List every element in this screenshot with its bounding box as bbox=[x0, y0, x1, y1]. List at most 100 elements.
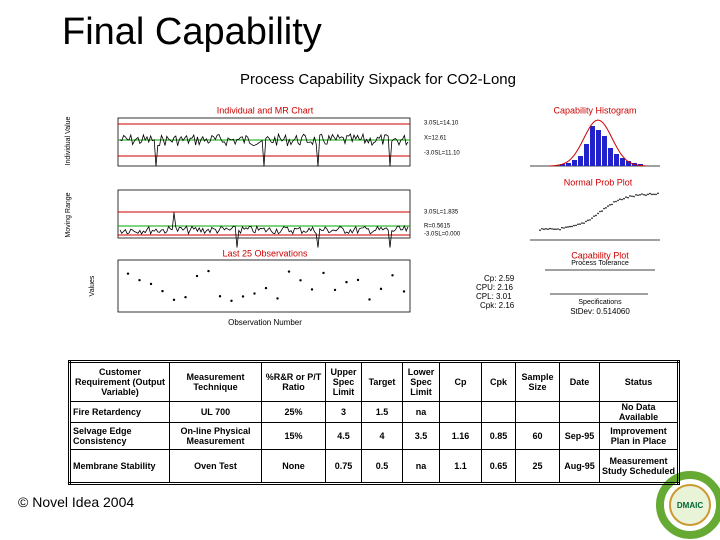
axis-label: Observation Number bbox=[228, 318, 302, 327]
hist-bar bbox=[602, 136, 607, 166]
obs-point bbox=[287, 270, 291, 273]
prob-point bbox=[557, 228, 559, 230]
hist-bar bbox=[560, 164, 565, 166]
cap-label: Process Tolerance bbox=[571, 260, 629, 267]
prob-point bbox=[615, 200, 617, 203]
hist-bar bbox=[614, 154, 619, 166]
stat: Cp: 2.59 bbox=[484, 274, 515, 283]
hist-bar bbox=[578, 156, 583, 166]
cap-label: StDev: 0.514060 bbox=[570, 307, 630, 316]
table-cell: 0.75 bbox=[325, 449, 362, 484]
table-cell: UL 700 bbox=[169, 401, 262, 423]
table-cell: 0.85 bbox=[481, 422, 516, 450]
prob-point bbox=[541, 227, 543, 230]
prob-point bbox=[617, 199, 619, 202]
obs-point bbox=[195, 274, 199, 278]
frame bbox=[117, 117, 411, 167]
prob-point bbox=[621, 198, 623, 201]
prob-point bbox=[601, 210, 603, 212]
obs-point bbox=[310, 288, 314, 291]
hist-curve bbox=[549, 119, 647, 167]
prob-point bbox=[655, 193, 657, 196]
prob-point bbox=[645, 194, 647, 197]
table-cell: Oven Test bbox=[169, 449, 262, 484]
prob-point bbox=[545, 228, 547, 230]
frame bbox=[117, 259, 411, 313]
table-cell: 1.1 bbox=[439, 449, 482, 484]
header-cell: Cp bbox=[439, 361, 482, 402]
footer: © Novel Idea 2004 bbox=[18, 494, 135, 510]
prob-point bbox=[641, 193, 643, 195]
prob-point bbox=[611, 203, 613, 206]
table-cell: 1.5 bbox=[361, 401, 403, 423]
table-cell: 25% bbox=[261, 401, 326, 423]
prob-point bbox=[575, 224, 577, 227]
control-lines bbox=[118, 123, 410, 236]
table-cell bbox=[515, 401, 560, 423]
table-cell: 0.65 bbox=[481, 449, 516, 484]
prob-point bbox=[651, 193, 653, 196]
prob-point bbox=[635, 194, 637, 196]
prob-point bbox=[551, 228, 553, 230]
obs-point bbox=[322, 271, 325, 275]
table-cell: Improvement Plan in Place bbox=[599, 422, 679, 450]
table-cell bbox=[559, 401, 600, 423]
table-cell: 15% bbox=[261, 422, 326, 450]
obs-point bbox=[276, 297, 279, 300]
obs-point bbox=[264, 286, 268, 290]
table-row: Fire Retardency UL 700 25% 3 1.5 na No Data Av… bbox=[69, 401, 679, 423]
table-cell: None bbox=[261, 449, 326, 484]
panel-title: Normal Prob Plot bbox=[564, 177, 633, 187]
table-cell: No Data Available bbox=[599, 401, 679, 423]
prob-point bbox=[633, 195, 635, 198]
prob-point bbox=[639, 194, 641, 196]
control-label: -3.0SL=11.10 bbox=[424, 151, 460, 157]
table-cell: 3.5 bbox=[402, 422, 440, 450]
hist-bar bbox=[584, 144, 589, 166]
table-cell: 4 bbox=[361, 422, 403, 450]
panel-title: Last 25 Observations bbox=[222, 248, 308, 258]
cap-plot bbox=[545, 269, 655, 295]
frame bbox=[117, 189, 411, 239]
prob-point bbox=[625, 196, 627, 198]
header-cell: Lower Spec Limit bbox=[402, 361, 440, 402]
prob-point bbox=[577, 223, 579, 226]
table-cell bbox=[439, 401, 482, 423]
table-cell: Fire Retardency bbox=[69, 401, 170, 423]
prob-point bbox=[599, 210, 601, 213]
logo-text: DMAIC bbox=[677, 501, 703, 510]
prob-point bbox=[653, 193, 655, 196]
table-cell: Measurement Study Scheduled bbox=[599, 449, 679, 484]
prob-point bbox=[623, 197, 625, 200]
obs-point bbox=[391, 274, 394, 277]
table-cell: 4.5 bbox=[325, 422, 362, 450]
obs-point bbox=[299, 279, 302, 282]
prob-point bbox=[549, 227, 551, 230]
hist-bar bbox=[620, 158, 625, 166]
table-cell bbox=[481, 401, 516, 423]
prob-point bbox=[583, 222, 585, 224]
prob-point bbox=[603, 207, 605, 210]
prob-point bbox=[567, 226, 569, 228]
prob-point bbox=[593, 215, 595, 217]
header-cell: Target bbox=[361, 361, 403, 402]
header-cell: Upper Spec Limit bbox=[325, 361, 362, 402]
hist-bar bbox=[572, 160, 577, 166]
obs-point bbox=[333, 288, 337, 292]
prob-point bbox=[581, 222, 583, 224]
table-cell: Aug-95 bbox=[559, 449, 600, 484]
prob-point bbox=[587, 219, 589, 222]
table-cell: 3 bbox=[325, 401, 362, 423]
control-label: X=12.61 bbox=[424, 136, 447, 142]
table-cell: na bbox=[402, 401, 440, 423]
header-cell: Sample Size bbox=[515, 361, 560, 402]
prob-point bbox=[619, 198, 621, 200]
trace bbox=[119, 132, 409, 167]
table-row: Selvage Edge Consistency On-line Physical… bbox=[69, 422, 679, 450]
header-cell: Measurement Technique bbox=[169, 361, 262, 402]
prob-point bbox=[559, 228, 561, 231]
prob-point bbox=[631, 195, 633, 198]
table-cell: Membrane Stability bbox=[69, 449, 170, 484]
